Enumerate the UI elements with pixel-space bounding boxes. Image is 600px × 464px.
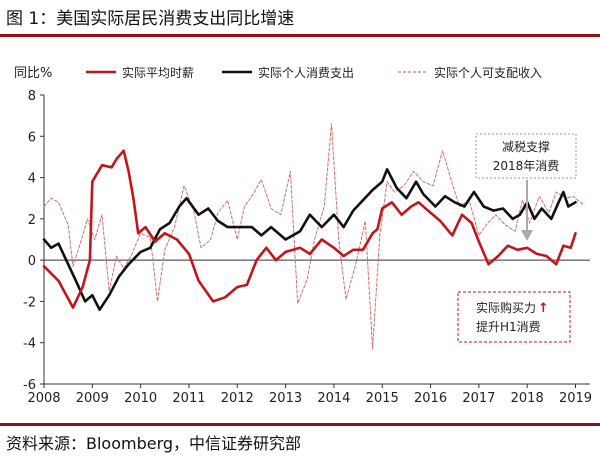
y-tick-label: -6	[23, 378, 36, 393]
legend-label: 实际个人消费支出	[258, 65, 354, 80]
power-callout-box	[457, 291, 571, 343]
series-line-2	[42, 168, 577, 311]
legend: 实际平均时薪 实际个人消费支出 实际个人可支配收入	[86, 65, 542, 80]
power-callout-text: 实际购买力	[476, 300, 536, 315]
tax-callout-text: 减税支撑	[502, 139, 550, 154]
x-tick-label: 2013	[269, 391, 302, 406]
y-axis: -6 -4 -2 0 2 4 6 8 同比%	[14, 66, 590, 393]
x-tick-label: 2017	[462, 391, 495, 406]
series-lines	[42, 123, 584, 350]
x-tick-label: 2010	[124, 391, 157, 406]
x-tick-label: 2018	[511, 391, 544, 406]
y-tick-label: 8	[28, 89, 36, 104]
x-tick-label: 2011	[172, 391, 205, 406]
legend-label: 实际个人可支配收入	[434, 65, 542, 80]
y-tick-label: 6	[28, 130, 36, 145]
x-axis: 2008 2009 2010 2011 2012 2013 2014 2015 2016 2017…	[27, 383, 592, 406]
y-tick-label: 0	[28, 254, 36, 269]
y-axis-title: 同比%	[14, 66, 52, 81]
tax-callout-arrowhead	[521, 230, 533, 241]
series-line-3	[43, 123, 584, 350]
x-tick-label: 2008	[27, 391, 60, 406]
footer-divider	[0, 423, 600, 426]
series-line-1	[42, 149, 577, 309]
x-tick-label: 2012	[221, 391, 254, 406]
page-title: 图 1：美国实际居民消费支出同比增速	[6, 9, 295, 29]
y-tick-label: -2	[23, 295, 36, 310]
legend-label: 实际平均时薪	[122, 65, 194, 80]
up-arrow-icon: ↑	[538, 301, 549, 316]
y-tick-label: -4	[23, 337, 36, 352]
title-divider	[0, 34, 600, 37]
y-tick-label: 4	[28, 172, 36, 187]
tax-callout-box	[475, 133, 577, 179]
y-tick-label: 2	[28, 213, 36, 228]
tax-callout-text: 2018年消费	[493, 159, 560, 173]
x-tick-label: 2016	[414, 391, 447, 406]
x-tick-label: 2015	[366, 391, 399, 406]
x-tick-label: 2009	[76, 391, 109, 406]
power-callout-text: 提升H1消费	[476, 319, 541, 334]
source-note: 资料来源：Bloomberg，中信证券研究部	[6, 434, 302, 453]
x-tick-label: 2014	[317, 391, 350, 406]
x-tick-label: 2019	[559, 391, 592, 406]
